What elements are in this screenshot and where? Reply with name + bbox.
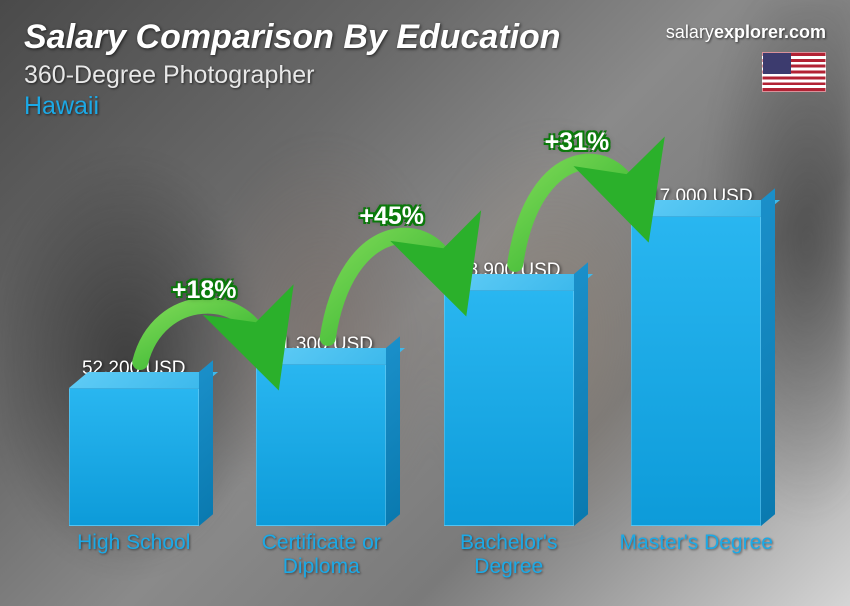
brand-suffix: explorer.com: [714, 22, 826, 42]
bar-label: Bachelor's Degree: [426, 531, 591, 586]
bar-label: Certificate or Diploma: [239, 531, 404, 586]
increase-badge: +18%: [172, 276, 237, 305]
chart-area: 52,200 USD 61,300 USD 88,900 USD 117,000…: [40, 150, 790, 586]
labels-container: High School Certificate or Diploma Bachelo…: [40, 531, 790, 586]
increase-badge: +31%: [545, 128, 610, 157]
brand-prefix: salary: [666, 22, 714, 42]
brand-label: salaryexplorer.com: [666, 22, 826, 43]
increase-badge: +45%: [359, 202, 424, 231]
bars-container: 52,200 USD 61,300 USD 88,900 USD 117,000…: [40, 150, 790, 526]
bar-label: High School: [51, 531, 216, 586]
bar-label: Master's Degree: [614, 531, 779, 586]
chart-subtitle: 360-Degree Photographer: [24, 61, 826, 90]
flag-icon: [762, 52, 826, 92]
chart-location: Hawaii: [24, 92, 826, 121]
